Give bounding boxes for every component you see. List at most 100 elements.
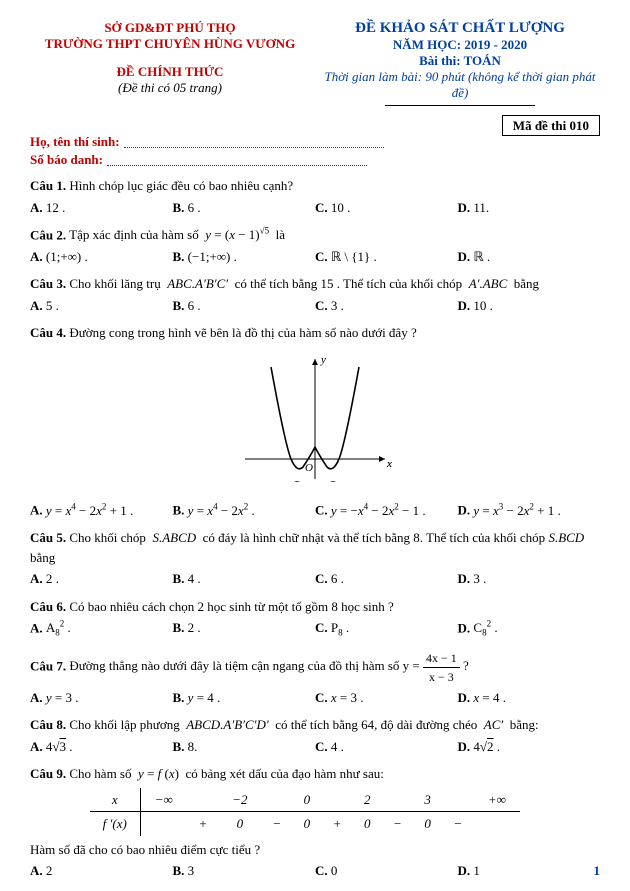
student-name-dotted xyxy=(124,136,384,148)
q3-text: Cho khối lăng trụ ABC.A′B′C′ có thể tích… xyxy=(69,276,539,291)
q3-num: Câu 3. xyxy=(30,276,66,291)
exam-title: ĐỀ KHẢO SÁT CHẤT LƯỢNG xyxy=(320,20,600,37)
q7-frac-den: x − 3 xyxy=(423,668,460,686)
q1-a: 12 . xyxy=(46,200,66,215)
st-x-9: 3 xyxy=(413,788,441,812)
st-f-1 xyxy=(140,812,187,836)
q9-num: Câu 9. xyxy=(30,766,66,781)
st-x-5: 0 xyxy=(293,788,321,812)
q6-text: Có bao nhiêu cách chọn 2 học sinh từ một… xyxy=(69,599,393,614)
q5-text: Cho khối chóp S.ABCD có đáy là hình chữ … xyxy=(30,530,584,565)
st-f-11 xyxy=(474,812,520,836)
q7-fraction: 4x − 1 x − 3 xyxy=(423,649,460,686)
q8-num: Câu 8. xyxy=(30,717,66,732)
underline-decor xyxy=(385,105,535,106)
page-info: (Đề thi có 05 trang) xyxy=(30,80,310,96)
st-f-7: 0 xyxy=(353,812,381,836)
st-x-1: −∞ xyxy=(140,788,187,812)
school: TRƯỜNG THPT CHUYÊN HÙNG VƯƠNG xyxy=(30,36,310,52)
q1-num: Câu 1. xyxy=(30,178,66,193)
q2-c: ℝ \ {1} . xyxy=(331,249,377,264)
question-2: Câu 2. Tập xác định của hàm số y = (x − … xyxy=(30,225,600,266)
q3-a: 5 . xyxy=(46,298,59,313)
student-name-label: Họ, tên thí sinh: xyxy=(30,134,120,150)
q8-d: 4√2 . xyxy=(473,739,500,754)
q6-b: 2 . xyxy=(188,620,201,635)
student-id-label: Số báo danh: xyxy=(30,152,103,168)
svg-text:O: O xyxy=(305,462,313,474)
question-8: Câu 8. Cho khối lập phương ABCD.A′B′C′D′… xyxy=(30,715,600,756)
q7-text-after: ? xyxy=(463,658,469,673)
st-x-10 xyxy=(442,788,474,812)
q9-text: Cho hàm số y = f (x) có bảng xét dấu của… xyxy=(69,766,383,781)
student-name-row: Họ, tên thí sinh: xyxy=(30,134,502,150)
q7-b: y = 4 . xyxy=(188,690,221,705)
exam-official: ĐỀ CHÍNH THỨC xyxy=(30,64,310,80)
q7-d: x = 4 . xyxy=(473,690,506,705)
question-7: Câu 7. Đường thẳng nào dưới đây là tiệm … xyxy=(30,649,600,708)
q1-d: 11. xyxy=(473,200,489,215)
q6-num: Câu 6. xyxy=(30,599,66,614)
q5-d: 3 . xyxy=(473,571,486,586)
st-f-9: 0 xyxy=(413,812,441,836)
student-id-dotted xyxy=(107,154,367,166)
st-f-6: + xyxy=(321,812,353,836)
q5-a: 2 . xyxy=(46,571,59,586)
st-x-label: x xyxy=(90,788,140,812)
dept: SỞ GD&ĐT PHÚ THỌ xyxy=(30,20,310,36)
svg-text:x: x xyxy=(386,458,392,470)
st-x-11: +∞ xyxy=(474,788,520,812)
st-x-4 xyxy=(261,788,293,812)
q5-c: 6 . xyxy=(331,571,344,586)
st-x-2 xyxy=(187,788,219,812)
st-f-8: − xyxy=(381,812,413,836)
q2-text: Tập xác định của hàm số y = (x − 1)√5 là xyxy=(69,227,285,242)
q7-text-before: Đường thẳng nào dưới đây là tiệm cận nga… xyxy=(69,658,423,673)
q5-num: Câu 5. xyxy=(30,530,66,545)
q2-b: (−1;+∞) . xyxy=(188,249,237,264)
st-f-4: − xyxy=(261,812,293,836)
question-6: Câu 6. Có bao nhiêu cách chọn 2 học sinh… xyxy=(30,597,600,641)
q1-text: Hình chóp lục giác đều có bao nhiêu cạnh… xyxy=(69,178,293,193)
q4-b: y = x4 − 2x2 . xyxy=(188,503,255,518)
st-f-3: 0 xyxy=(219,812,261,836)
q1-c: 10 . xyxy=(331,200,351,215)
q2-num: Câu 2. xyxy=(30,227,66,242)
q8-text: Cho khối lập phương ABCD.A′B′C′D′ có thể… xyxy=(69,717,538,732)
question-5: Câu 5. Cho khối chóp S.ABCD có đáy là hì… xyxy=(30,528,600,589)
st-x-8 xyxy=(381,788,413,812)
header-left: SỞ GD&ĐT PHÚ THỌ TRƯỜNG THPT CHUYÊN HÙNG… xyxy=(30,20,310,106)
question-4: Câu 4. Đường cong trong hình vẽ bên là đ… xyxy=(30,323,600,520)
q3-d: 10 . xyxy=(473,298,493,313)
svg-text:y: y xyxy=(320,354,326,366)
st-f-10: − xyxy=(442,812,474,836)
st-f-label: f ′(x) xyxy=(90,812,140,836)
q8-b: 8. xyxy=(188,739,198,754)
q6-d: C82 . xyxy=(473,620,497,635)
st-f-5: 0 xyxy=(293,812,321,836)
q9-b: 3 xyxy=(188,863,195,878)
q3-c: 3 . xyxy=(331,298,344,313)
q6-c: P8 . xyxy=(331,620,349,635)
q2-a: (1;+∞) . xyxy=(46,249,88,264)
exam-code-box: Mã đề thi 010 xyxy=(502,115,600,136)
q3-b: 6 . xyxy=(188,298,201,313)
question-9: Câu 9. Cho hàm số y = f (x) có bảng xét … xyxy=(30,764,600,881)
q9-sign-table: x −∞ −2 0 2 3 +∞ f ′(x) + 0 − 0 + xyxy=(90,788,520,836)
q1-b: 6 . xyxy=(188,200,201,215)
q8-a: 4√3 . xyxy=(46,739,73,754)
q9-c: 0 xyxy=(331,863,338,878)
q7-a: y = 3 . xyxy=(46,690,79,705)
q4-graph: x y O x y O xyxy=(235,349,395,489)
q9-text2: Hàm số đã cho có bao nhiêu điểm cực tiểu… xyxy=(30,840,600,860)
q4-c: y = −x4 − 2x2 − 1 . xyxy=(331,503,426,518)
st-x-3: −2 xyxy=(219,788,261,812)
q4-d: y = x3 − 2x2 + 1 . xyxy=(473,503,560,518)
question-1: Câu 1. Hình chóp lục giác đều có bao nhi… xyxy=(30,176,600,217)
st-x-7: 2 xyxy=(353,788,381,812)
st-x-6 xyxy=(321,788,353,812)
header-right: ĐỀ KHẢO SÁT CHẤT LƯỢNG NĂM HỌC: 2019 - 2… xyxy=(320,20,600,106)
q7-c: x = 3 . xyxy=(331,690,364,705)
q2-d: ℝ . xyxy=(473,249,490,264)
q7-frac-num: 4x − 1 xyxy=(423,649,460,668)
